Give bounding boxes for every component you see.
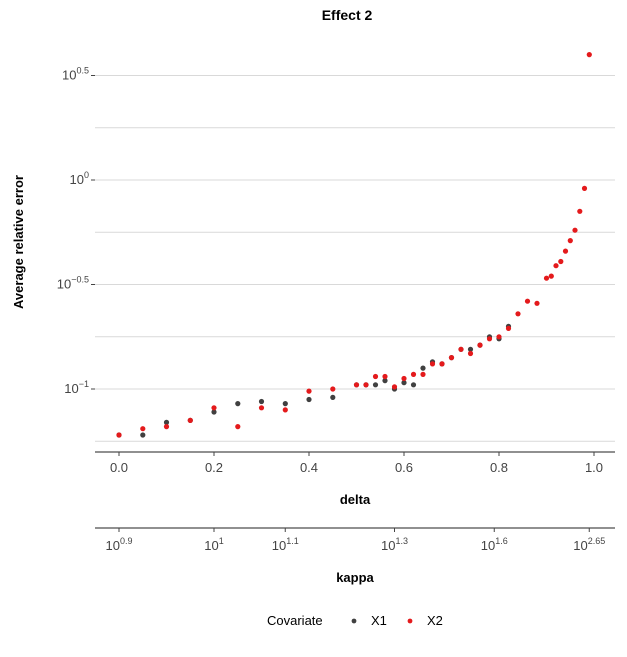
kappa-tick-label: 101 — [204, 536, 223, 553]
kappa-tick-label: 100.9 — [106, 536, 133, 553]
point-x2 — [235, 424, 241, 430]
point-x2 — [306, 388, 312, 394]
legend: Covariate X1 X2 — [267, 613, 443, 628]
point-x2 — [558, 258, 564, 265]
point-x2 — [553, 263, 559, 269]
point-x2 — [163, 424, 170, 430]
y-axis-title: Average relative error — [11, 175, 26, 309]
point-x2 — [363, 382, 369, 388]
point-x2 — [577, 208, 583, 214]
point-x2 — [534, 300, 540, 306]
x-tick-label: 0.0 — [110, 460, 128, 475]
data-points — [116, 52, 592, 438]
legend-marker-x2 — [407, 618, 413, 624]
x-tick-label: 0.2 — [205, 460, 223, 475]
point-x2 — [524, 298, 531, 304]
point-x2 — [439, 361, 445, 367]
legend-marker-x1 — [351, 618, 357, 624]
point-x2 — [496, 334, 502, 340]
point-x2 — [401, 375, 407, 382]
point-x2 — [505, 325, 512, 331]
point-x2 — [211, 405, 217, 411]
y-tick-label: 100 — [70, 170, 89, 187]
point-x1 — [467, 346, 474, 352]
chart-title: Effect 2 — [322, 7, 373, 23]
point-x2 — [448, 355, 455, 361]
x-tick-label: 1.0 — [585, 460, 603, 475]
legend-title: Covariate — [267, 613, 323, 628]
point-x2 — [140, 426, 146, 432]
point-x2 — [572, 227, 578, 233]
point-x2 — [429, 361, 436, 367]
point-x2 — [410, 371, 417, 377]
kappa-axis-ticks: 100.9 101 101.1 101.3 101.6 102.65 — [106, 528, 605, 553]
point-x2 — [282, 407, 288, 413]
x-axis-ticks: 0.0 0.2 0.4 0.6 0.8 1.0 — [110, 452, 603, 475]
point-x2 — [382, 373, 388, 380]
x-tick-label: 0.8 — [490, 460, 508, 475]
point-x2 — [467, 350, 474, 357]
point-x2 — [586, 52, 592, 58]
point-x1 — [330, 394, 336, 400]
kappa-tick-label: 101.1 — [272, 536, 299, 553]
x-axis-title: delta — [340, 492, 371, 507]
point-x2 — [486, 336, 493, 342]
x-tick-label: 0.4 — [300, 460, 318, 475]
point-x2 — [581, 185, 588, 191]
point-x2 — [187, 417, 193, 423]
point-x2 — [548, 273, 554, 279]
point-x1 — [372, 382, 379, 388]
kappa-axis-title: kappa — [336, 570, 374, 585]
point-x2 — [116, 432, 122, 438]
point-x2 — [258, 405, 265, 411]
point-x1 — [282, 401, 288, 407]
point-x2 — [562, 248, 569, 254]
point-x2 — [391, 384, 398, 390]
grid-lines — [95, 75, 615, 442]
point-x2 — [420, 371, 426, 377]
kappa-tick-label: 102.65 — [573, 536, 605, 553]
legend-label-x2: X2 — [427, 613, 443, 628]
y-axis-ticks: 100.5 100 10−0.5 10−1 — [57, 66, 95, 396]
point-x1 — [163, 419, 170, 425]
point-x1 — [211, 409, 217, 415]
kappa-tick-label: 101.3 — [381, 536, 408, 553]
point-x1 — [401, 380, 407, 386]
y-tick-label: 10−0.5 — [57, 275, 89, 292]
point-x2 — [477, 342, 483, 348]
point-x1 — [410, 382, 417, 388]
legend-label-x1: X1 — [371, 613, 387, 628]
point-x1 — [420, 365, 426, 371]
point-x2 — [458, 346, 464, 352]
point-x2 — [567, 238, 573, 244]
point-x1 — [306, 396, 312, 403]
point-x1 — [258, 398, 265, 405]
point-x1 — [235, 401, 241, 407]
point-x2 — [515, 311, 521, 317]
point-x1 — [140, 432, 146, 438]
point-x2 — [353, 382, 360, 388]
point-x2 — [372, 373, 379, 380]
kappa-tick-label: 101.6 — [481, 536, 508, 553]
y-tick-label: 100.5 — [62, 66, 89, 83]
point-x2 — [330, 386, 336, 392]
point-x1 — [382, 378, 388, 384]
point-x2 — [543, 275, 550, 281]
y-tick-label: 10−1 — [64, 379, 89, 396]
x-tick-label: 0.6 — [395, 460, 413, 475]
